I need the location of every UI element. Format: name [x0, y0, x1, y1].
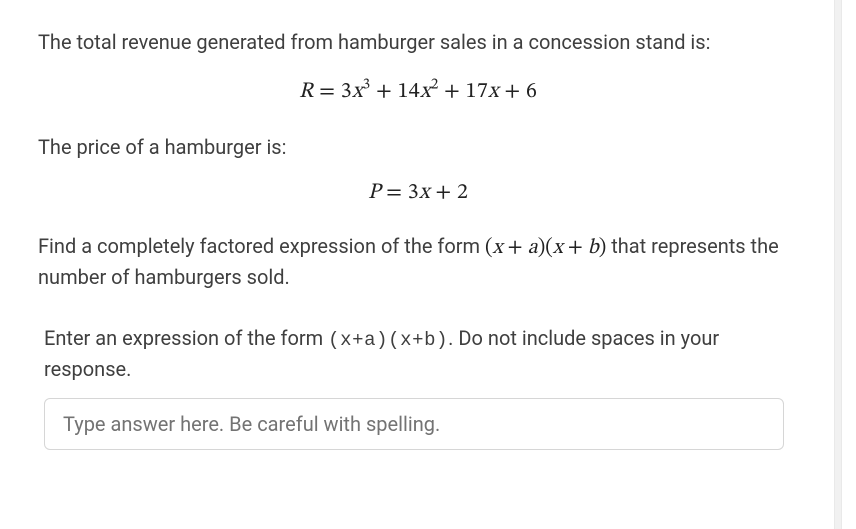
eq-lhs-var: R — [299, 81, 314, 103]
answer-instruction: Enter an expression of the form (x+a)(x+… — [44, 324, 792, 384]
eq-plus-3: + — [504, 81, 526, 103]
eq2-term-1: 3x — [408, 182, 430, 204]
eq2-plus-1: + — [435, 182, 457, 204]
eq-term-1: 3x3 — [341, 81, 371, 103]
answer-section: Enter an expression of the form (x+a)(x+… — [38, 324, 798, 450]
question-page: The total revenue generated from hamburg… — [0, 0, 856, 529]
eq-plus-1: + — [376, 81, 398, 103]
revenue-equation: R = 3x3 + 14x2 + 17x + 6 — [38, 77, 798, 109]
price-equation: P = 3x + 2 — [38, 178, 798, 210]
eq2-term-2: 2 — [457, 182, 468, 204]
answer-input[interactable] — [44, 398, 784, 450]
question-content: The total revenue generated from hamburg… — [38, 28, 798, 450]
instr-mono-expression: (x+a)(x+b) — [328, 329, 448, 351]
instr-pre: Enter an expression of the form — [44, 326, 328, 350]
eq-equals: = — [319, 81, 341, 103]
eq-term-2: 14x2 — [398, 81, 439, 103]
eq2-lhs-var: P — [368, 182, 381, 204]
task-expression: (x + a)(x + b) — [485, 237, 606, 258]
eq-term-4: 6 — [526, 81, 537, 103]
price-intro-text: The price of a hamburger is: — [38, 133, 798, 162]
task-pre: Find a completely factored expression of… — [38, 234, 485, 258]
eq-term-3: 17x — [466, 81, 499, 103]
eq2-equals: = — [386, 182, 408, 204]
scrollbar-track[interactable] — [834, 0, 842, 529]
intro-text: The total revenue generated from hamburg… — [38, 28, 798, 57]
task-text: Find a completely factored expression of… — [38, 232, 798, 292]
eq-plus-2: + — [444, 81, 466, 103]
spacer — [38, 298, 798, 324]
